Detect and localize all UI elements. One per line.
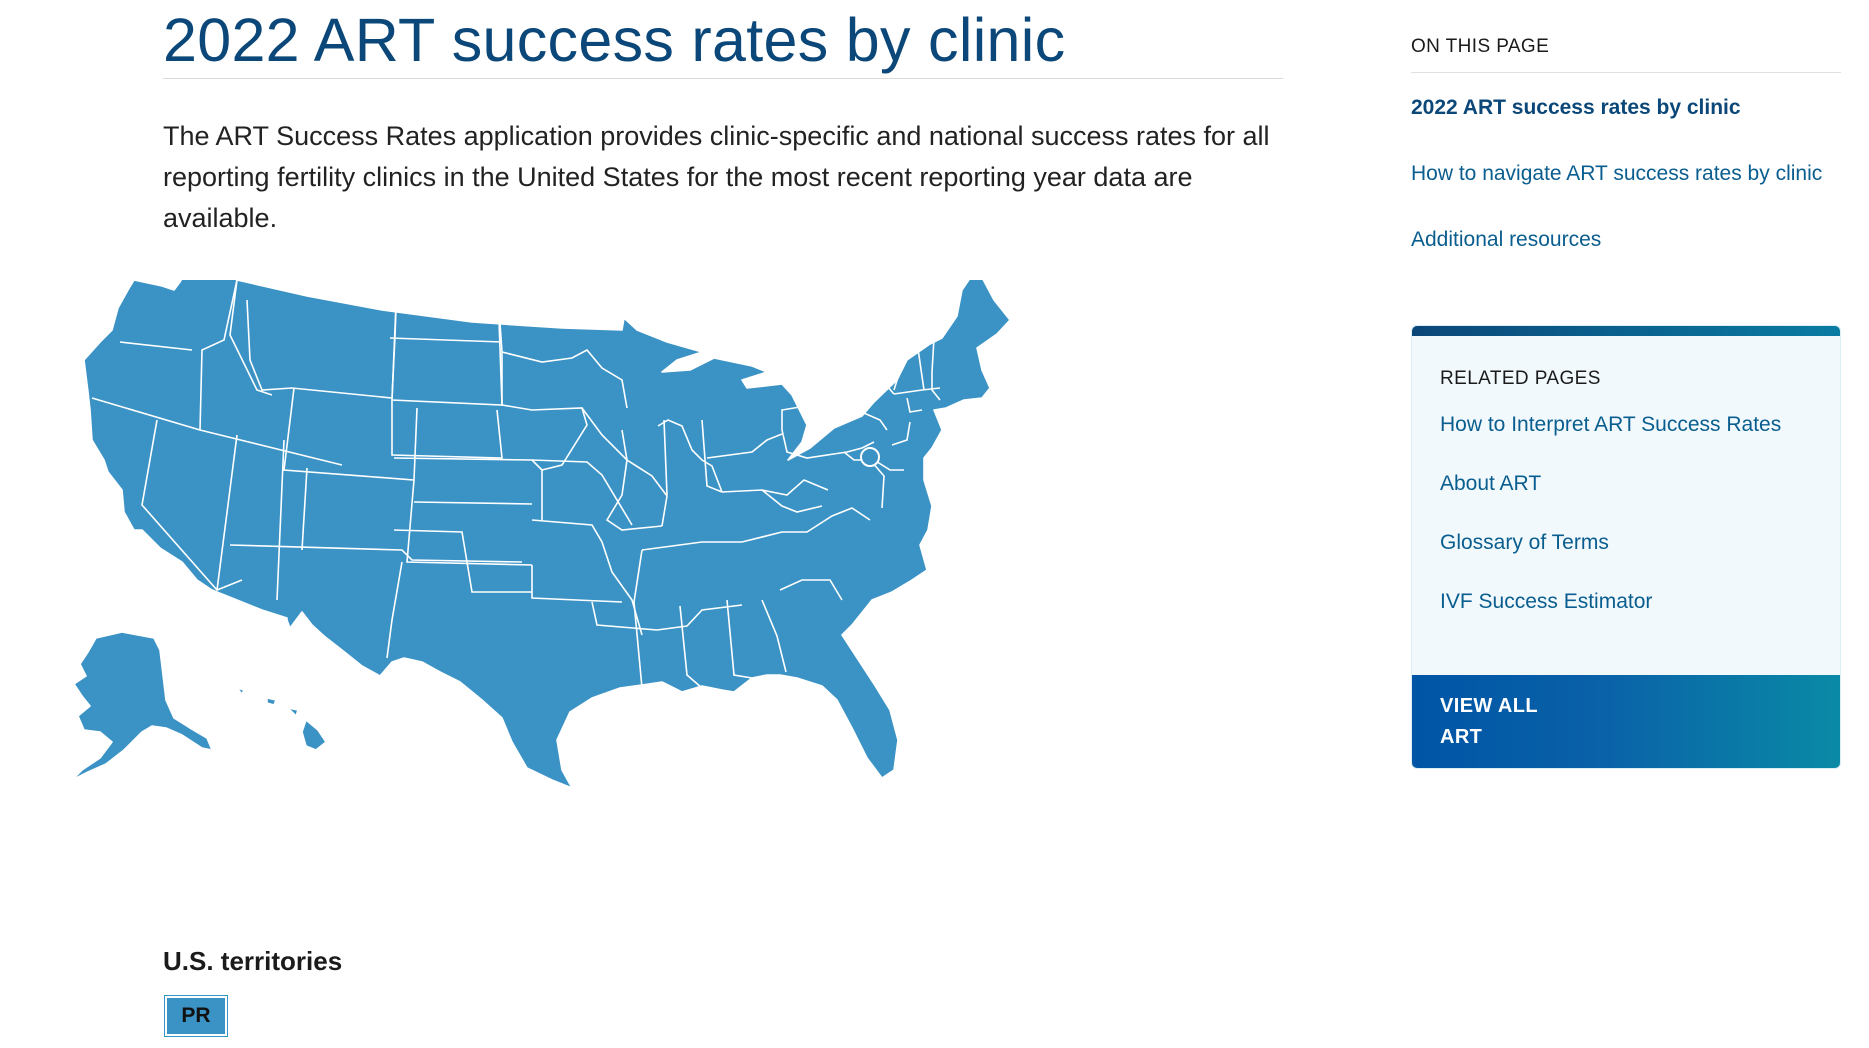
state-borders	[91, 280, 941, 689]
related-link-about-art[interactable]: About ART	[1440, 472, 1542, 495]
related-link-interpret[interactable]: How to Interpret ART Success Rates	[1440, 413, 1782, 436]
territory-pr-button[interactable]: PR	[164, 995, 228, 1037]
toc-item: Additional resources	[1411, 227, 1841, 293]
on-this-page-list: 2022 ART success rates by clinic How to …	[1411, 95, 1841, 293]
on-this-page-nav: ON THIS PAGE 2022 ART success rates by c…	[1411, 0, 1841, 293]
title-divider	[163, 78, 1283, 79]
view-all-line-2: ART	[1440, 726, 1483, 748]
toc-item: 2022 ART success rates by clinic	[1411, 95, 1841, 161]
related-pages-top-bar	[1412, 326, 1840, 336]
intro-paragraph: The ART Success Rates application provid…	[163, 121, 1270, 233]
related-link-glossary[interactable]: Glossary of Terms	[1440, 531, 1609, 554]
dc-marker[interactable]	[860, 447, 880, 467]
toc-link-additional-resources[interactable]: Additional resources	[1411, 228, 1602, 251]
on-this-page-heading: ON THIS PAGE	[1411, 36, 1841, 73]
related-item: How to Interpret ART Success Rates	[1440, 412, 1840, 471]
page-title: 2022 ART success rates by clinic	[163, 6, 1066, 74]
related-pages-card: RELATED PAGES How to Interpret ART Succe…	[1411, 325, 1841, 769]
map-contiguous-us[interactable]	[83, 280, 1011, 789]
related-link-ivf-estimator[interactable]: IVF Success Estimator	[1440, 590, 1653, 613]
view-all-line-1: VIEW ALL	[1440, 695, 1539, 717]
toc-item: How to navigate ART success rates by cli…	[1411, 161, 1841, 227]
map-alaska[interactable]	[71, 631, 213, 781]
toc-link-how-to-navigate[interactable]: How to navigate ART success rates by cli…	[1411, 162, 1823, 185]
related-item: IVF Success Estimator	[1440, 589, 1840, 648]
related-pages-list: How to Interpret ART Success Rates About…	[1440, 412, 1840, 648]
us-map[interactable]	[62, 280, 1062, 910]
toc-link-success-rates[interactable]: 2022 ART success rates by clinic	[1411, 96, 1741, 119]
view-all-art-button[interactable]: VIEW ALL ART	[1412, 675, 1840, 768]
related-item: Glossary of Terms	[1440, 530, 1840, 589]
main-content: 2022 ART success rates by clinic The ART…	[163, 0, 1283, 239]
related-pages-heading: RELATED PAGES	[1440, 368, 1601, 389]
related-item: About ART	[1440, 471, 1840, 530]
territories-heading: U.S. territories	[163, 946, 343, 976]
map-hawaii[interactable]	[236, 687, 327, 751]
us-map-svg[interactable]	[62, 280, 1062, 910]
